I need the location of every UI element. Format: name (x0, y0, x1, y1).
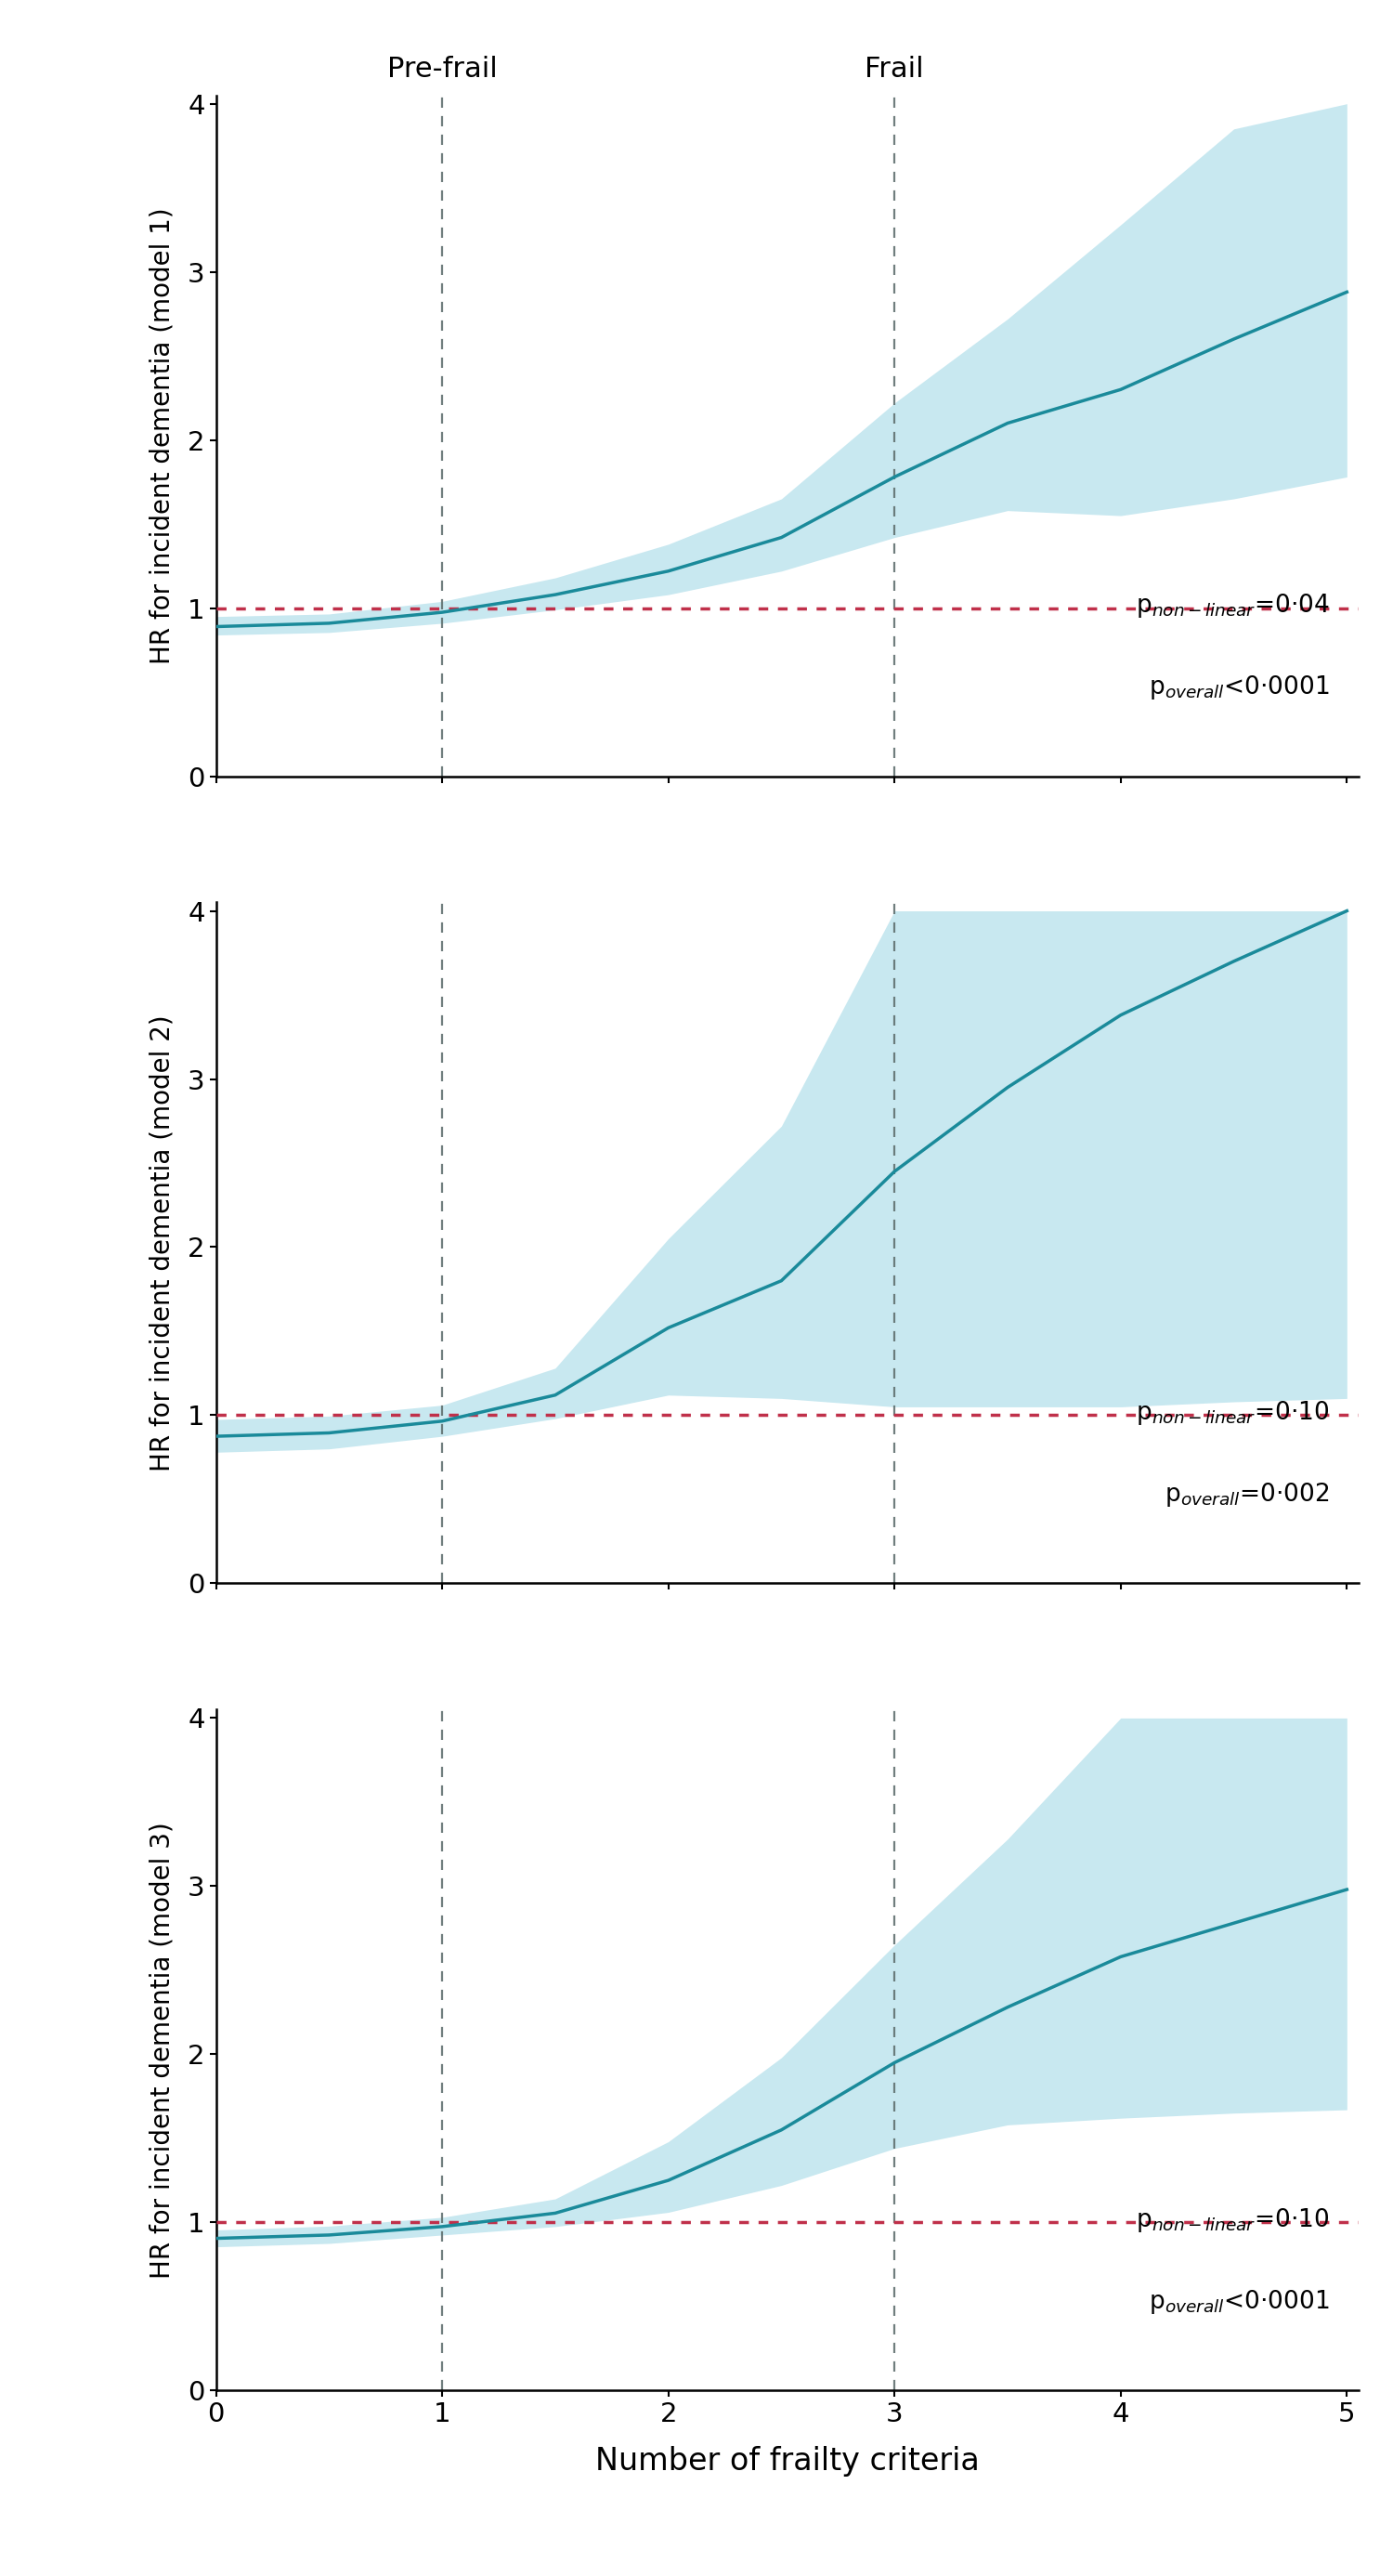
Text: Pre-frail: Pre-frail (387, 57, 497, 82)
Y-axis label: HR for incident dementia (model 1): HR for incident dementia (model 1) (149, 209, 174, 665)
Y-axis label: HR for incident dementia (model 3): HR for incident dementia (model 3) (149, 1821, 174, 2280)
Text: p$_{non-linear}$=0·10: p$_{non-linear}$=0·10 (1137, 1399, 1329, 1427)
Text: p$_{non-linear}$=0·04: p$_{non-linear}$=0·04 (1135, 592, 1329, 621)
Text: p$_{overall}$<0·0001: p$_{overall}$<0·0001 (1149, 675, 1329, 701)
Text: p$_{overall}$<0·0001: p$_{overall}$<0·0001 (1149, 2287, 1329, 2316)
X-axis label: Number of frailty criteria: Number of frailty criteria (595, 2445, 979, 2476)
Text: p$_{non-linear}$=0·10: p$_{non-linear}$=0·10 (1137, 2208, 1329, 2233)
Text: Frail: Frail (865, 57, 924, 82)
Y-axis label: HR for incident dementia (model 2): HR for incident dementia (model 2) (149, 1015, 174, 1471)
Text: p$_{overall}$=0·002: p$_{overall}$=0·002 (1165, 1481, 1329, 1510)
